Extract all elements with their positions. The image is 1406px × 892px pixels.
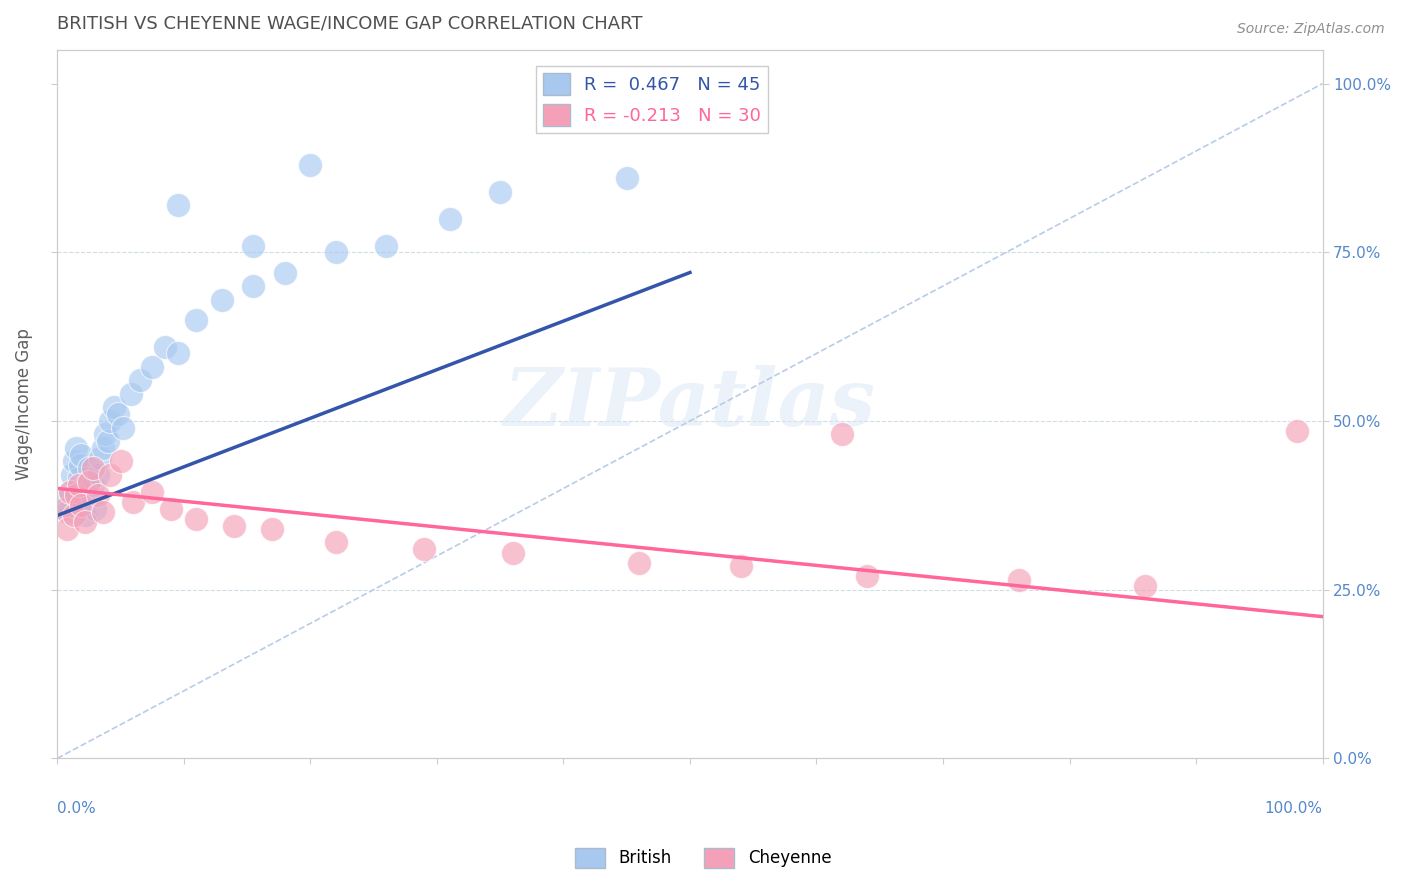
Point (242, 238, 264, 252)
Point (77, 475, 100, 489)
Point (59, 484, 82, 499)
Point (489, 185, 512, 199)
Point (502, 545, 524, 559)
Point (186, 312, 208, 326)
Point (100, 467, 122, 482)
Point (62, 467, 84, 482)
Y-axis label: Wage/Income Gap: Wage/Income Gap (15, 328, 32, 480)
Point (856, 569, 879, 583)
Point (103, 401, 125, 415)
Point (166, 346, 188, 360)
Point (153, 340, 176, 354)
Point (72, 482, 94, 496)
Point (70, 498, 93, 512)
Point (186, 512, 208, 526)
Point (166, 198, 188, 212)
Point (107, 407, 129, 421)
Point (87, 488, 110, 502)
Point (65, 441, 87, 455)
Point (413, 542, 436, 557)
Point (325, 245, 347, 260)
Point (274, 266, 297, 280)
Point (89, 451, 111, 466)
Point (91, 441, 114, 455)
Point (299, 157, 322, 171)
Text: BRITISH VS CHEYENNE WAGE/INCOME GAP CORRELATION CHART: BRITISH VS CHEYENNE WAGE/INCOME GAP CORR… (58, 15, 643, 33)
Point (211, 293, 233, 307)
Point (1008, 573, 1031, 587)
Point (82, 478, 104, 492)
Point (75, 508, 97, 523)
Point (112, 420, 135, 434)
Point (224, 518, 246, 533)
Point (62, 454, 84, 468)
Point (439, 211, 461, 226)
Point (141, 484, 163, 499)
Point (65, 484, 87, 499)
Point (375, 238, 398, 252)
Point (262, 522, 284, 536)
Point (62, 508, 84, 523)
Point (242, 279, 264, 293)
Point (616, 171, 638, 186)
Point (141, 359, 163, 374)
Point (75, 491, 97, 506)
Point (120, 387, 142, 401)
Point (730, 559, 752, 574)
Point (65, 488, 87, 502)
Point (56, 505, 79, 519)
Point (831, 427, 853, 442)
Text: Source: ZipAtlas.com: Source: ZipAtlas.com (1237, 22, 1385, 37)
Point (1286, 424, 1309, 438)
Point (628, 556, 651, 570)
Point (1135, 579, 1157, 593)
Text: 100.0%: 100.0% (1264, 801, 1323, 816)
Point (325, 535, 347, 549)
Legend: R =  0.467   N = 45, R = -0.213   N = 30: R = 0.467 N = 45, R = -0.213 N = 30 (536, 66, 769, 134)
Point (52, 495, 75, 509)
Point (77, 461, 100, 475)
Point (70, 448, 93, 462)
Point (91, 505, 114, 519)
Point (69, 458, 91, 472)
Point (76, 475, 98, 489)
Point (87, 467, 110, 482)
Point (160, 501, 183, 516)
Point (82, 461, 104, 475)
Point (73, 498, 96, 512)
Point (100, 414, 122, 428)
Point (75, 515, 97, 529)
Point (80, 488, 103, 502)
Point (128, 374, 150, 388)
Point (52, 501, 75, 516)
Point (94, 427, 117, 442)
Point (84, 501, 107, 516)
Point (67, 471, 90, 485)
Legend: British, Cheyenne: British, Cheyenne (568, 841, 838, 875)
Text: 0.0%: 0.0% (58, 801, 96, 816)
Point (67, 478, 90, 492)
Point (59, 484, 82, 499)
Point (97, 434, 120, 449)
Point (122, 495, 145, 509)
Point (110, 454, 132, 468)
Point (56, 522, 79, 536)
Text: ZIPatlas: ZIPatlas (503, 366, 876, 442)
